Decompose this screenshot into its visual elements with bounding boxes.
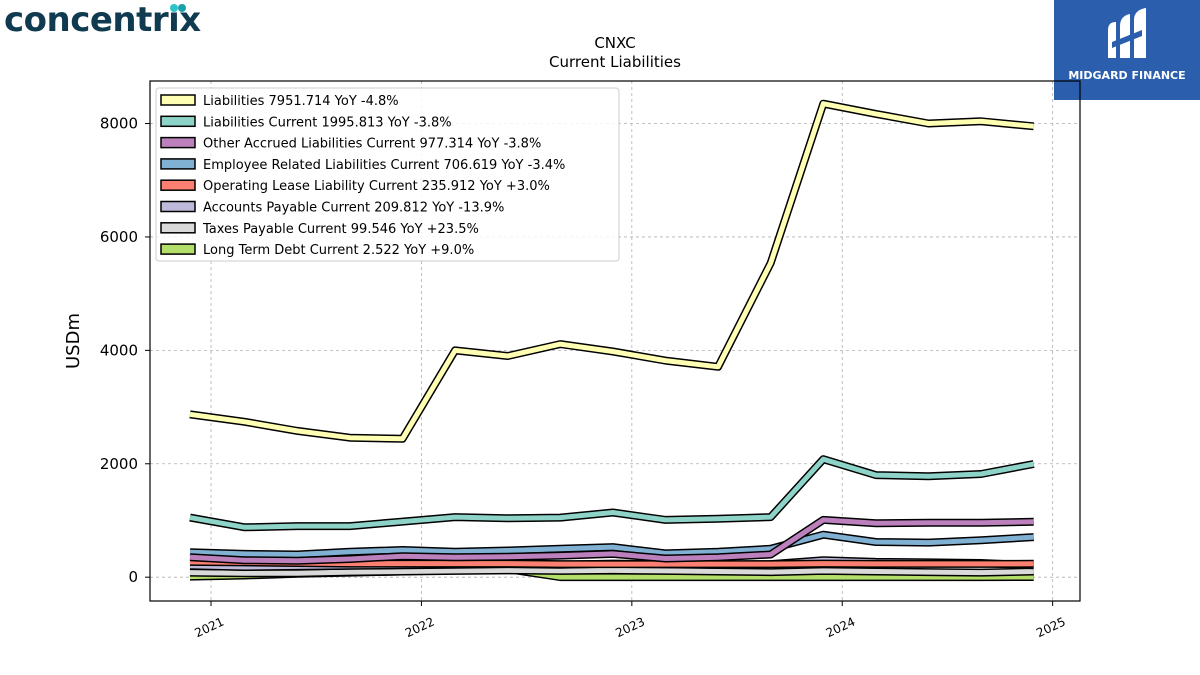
x-tick-label: 2023 <box>613 615 647 641</box>
x-tick-label: 2025 <box>1034 615 1068 641</box>
x-tick-label: 2022 <box>403 615 437 641</box>
series-line <box>189 517 1034 564</box>
legend-swatch <box>160 179 196 191</box>
legend-swatch <box>160 200 196 213</box>
legend-label: Employee Related Liabilities Current 706… <box>203 158 565 173</box>
legend-swatch <box>160 115 196 128</box>
legend-label: Long Term Debt Current 2.522 YoY +9.0% <box>203 243 474 258</box>
y-axis-label: USDm <box>63 313 84 369</box>
legend-label: Accounts Payable Current 209.812 YoY -13… <box>203 201 504 216</box>
legend-swatch <box>160 158 196 170</box>
concentrix-logo: concentrix <box>4 0 201 44</box>
series-employee-related-liabilities-current <box>189 530 1034 559</box>
logo-dot <box>170 4 178 12</box>
series-line <box>189 101 1034 442</box>
series-liabilities-current <box>189 455 1035 532</box>
series-liabilities <box>189 99 1035 443</box>
legend-label: Taxes Payable Current 99.546 YoY +23.5% <box>202 222 479 237</box>
x-tick-label: 2021 <box>193 615 227 641</box>
series-line <box>189 456 1035 530</box>
series-outline <box>189 455 1035 532</box>
chart-subtitle: Current Liabilities <box>549 53 681 71</box>
y-tick-label: 8000 <box>100 115 138 133</box>
legend-label: Operating Lease Liability Current 235.91… <box>203 179 550 194</box>
series-other-accrued-liabilities-current <box>189 515 1034 565</box>
legend-label: Liabilities 7951.714 YoY -4.8% <box>203 94 399 109</box>
y-tick-label: 0 <box>128 568 138 586</box>
legend: Liabilities 7951.714 YoY -4.8% Liabilitie… <box>155 87 620 262</box>
logo-dot <box>178 4 186 12</box>
legend-label: Other Accrued Liabilities Current 977.31… <box>203 137 541 152</box>
legend-swatch <box>160 94 196 106</box>
x-tick-label: 2024 <box>824 615 858 641</box>
chart-title: CNXC <box>594 34 635 52</box>
legend-box <box>155 87 620 262</box>
legend-item: Liabilities 7951.714 YoY -4.8% <box>160 94 399 109</box>
series-taxes-payable-current <box>189 566 1034 578</box>
legend-item: Liabilities Current 1995.813 YoY -3.8% <box>160 115 452 130</box>
y-tick-label: 2000 <box>100 455 138 473</box>
series-line <box>189 532 1034 557</box>
legend-item: Long Term Debt Current 2.522 YoY +9.0% <box>160 243 474 258</box>
midgard-emblem-icon <box>1108 8 1146 58</box>
legend-item: Other Accrued Liabilities Current 977.31… <box>160 136 541 152</box>
legend-label: Liabilities Current 1995.813 YoY -3.8% <box>203 115 452 130</box>
series-line <box>189 567 1034 576</box>
series-layer <box>189 99 1035 582</box>
y-tick-label: 6000 <box>100 228 138 246</box>
legend-swatch <box>160 222 196 234</box>
midgard-logo-text: MIDGARD FINANCE <box>1068 69 1186 82</box>
legend-item: Operating Lease Liability Current 235.91… <box>160 179 550 194</box>
y-tick-label: 4000 <box>100 341 138 359</box>
legend-swatch <box>160 136 196 149</box>
midgard-finance-logo: MIDGARD FINANCE <box>1054 0 1200 100</box>
legend-swatch <box>160 243 196 255</box>
plot-frame <box>149 80 1081 602</box>
legend-item: Accounts Payable Current 209.812 YoY -13… <box>160 200 504 216</box>
legend-item: Taxes Payable Current 99.546 YoY +23.5% <box>160 222 479 237</box>
concentrix-logo-text: concentrix <box>4 0 201 40</box>
legend-item: Employee Related Liabilities Current 706… <box>160 158 565 173</box>
